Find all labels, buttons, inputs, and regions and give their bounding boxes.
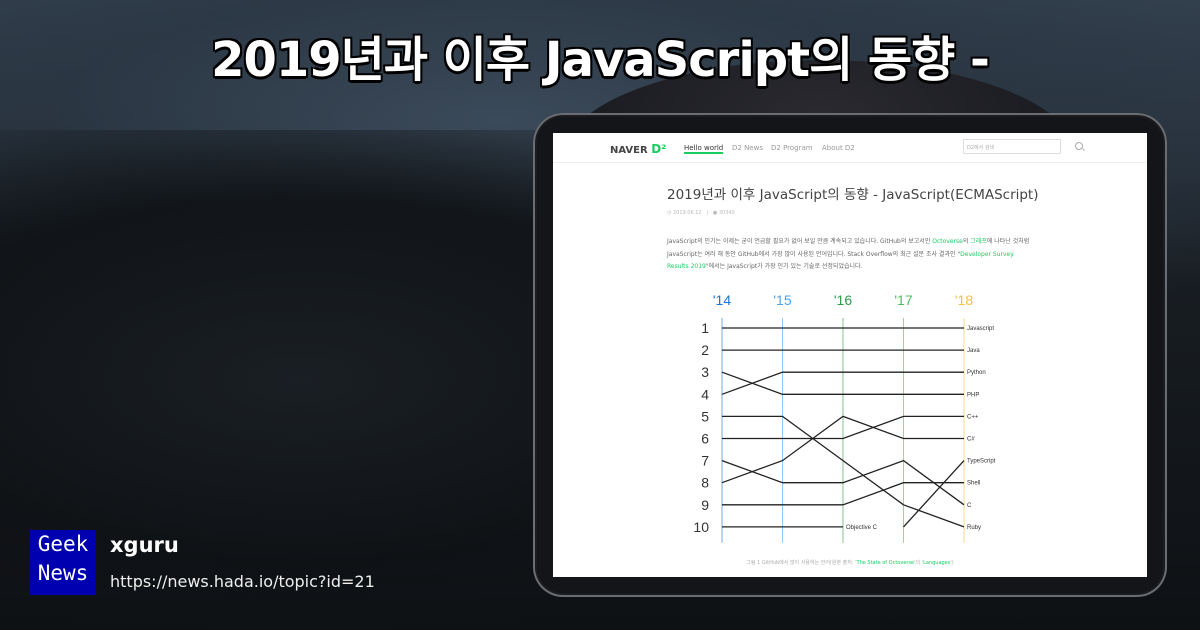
series-label: Java [967, 348, 980, 354]
series-label: Python [967, 370, 986, 376]
search-input[interactable]: D2에서 검색 [963, 139, 1061, 154]
nav-d2-news[interactable]: D2 News [732, 144, 763, 152]
series-line [722, 482, 964, 506]
calendar-icon: ◷ [667, 210, 672, 216]
series-line [721, 371, 964, 395]
year-label: '15 [773, 292, 791, 308]
article-meta: ◷ 2019.06.12 | ● 30340 [667, 210, 735, 216]
nav-about-d2[interactable]: About D2 [822, 144, 855, 152]
rank-label: 6 [701, 431, 709, 447]
caption-link-octoverse[interactable]: The State of Octoverse [856, 560, 915, 566]
series-line [721, 415, 964, 484]
language-ranking-chart: '14 '15 '16 '17 '18 1 2 3 4 5 6 7 8 9 10 Javascript Java… [693, 292, 996, 543]
article-paragraph: JavaScript의 인기는 이제는 굳이 언급할 필요가 없어 보일 만큼 … [667, 238, 1030, 271]
year-label: '16 [834, 292, 852, 308]
series-label: C++ [967, 414, 979, 420]
naver-d2-logo[interactable]: NAVER D² [610, 142, 667, 156]
rank-label: 2 [701, 342, 709, 358]
rank-label: 10 [693, 519, 709, 535]
series-line [721, 459, 965, 506]
series-label: C# [967, 437, 975, 443]
search-icon[interactable] [1075, 142, 1083, 150]
series-label: PHP [967, 392, 979, 398]
site-nav: NAVER D² Hello world D2 News D2 Program … [553, 133, 1147, 163]
series-label: Shell [967, 481, 980, 487]
rank-label: 1 [701, 320, 709, 336]
article-date: 2019.06.12 [672, 210, 702, 216]
year-label: '14 [713, 292, 731, 308]
series-label: TypeScript [967, 459, 996, 465]
series-label: Javascript [967, 326, 994, 332]
article-views: 30340 [718, 210, 735, 216]
rank-label: 4 [701, 386, 709, 402]
rank-label: 8 [701, 475, 709, 491]
series-line [903, 460, 965, 528]
nav-d2-program[interactable]: D2 Program [771, 144, 813, 152]
survey-link[interactable]: Developer Survey Results 2019 [667, 250, 1014, 271]
author-name: xguru [110, 533, 179, 557]
octoverse-link[interactable]: Octoverse [932, 238, 963, 245]
year-label: '18 [955, 292, 973, 308]
series-label: Objective C [846, 525, 878, 531]
caption-link-languages[interactable]: Languages [923, 560, 951, 566]
series-label: C [967, 503, 972, 509]
year-label: '17 [894, 292, 912, 308]
rank-label: 3 [701, 364, 709, 380]
series-line [722, 415, 965, 528]
eye-icon: ● [712, 210, 718, 216]
rank-label: 7 [701, 453, 709, 469]
series-label: Ruby [967, 525, 981, 531]
series-line [722, 415, 964, 440]
rank-label: 5 [701, 408, 709, 424]
nav-hello-world[interactable]: Hello world [684, 144, 724, 154]
rank-label: 9 [701, 497, 709, 513]
headline: 2019년과 이후 JavaScript의 동향 - [211, 32, 990, 88]
article-title: 2019년과 이후 JavaScript의 동향 - JavaScript(EC… [667, 187, 1039, 203]
tablet-screen: NAVER D² Hello world D2 News D2 Program … [553, 133, 1147, 577]
topic-url[interactable]: https://news.hada.io/topic?id=21 [110, 572, 375, 591]
series-line [721, 371, 964, 395]
graph-link[interactable]: 그래프 [970, 238, 987, 245]
geeknews-logo: Geek News [30, 530, 96, 595]
figure-caption: 그림 1 GitHub에서 많이 사용하는 언어(원본 출처: 'The Sta… [746, 560, 954, 566]
